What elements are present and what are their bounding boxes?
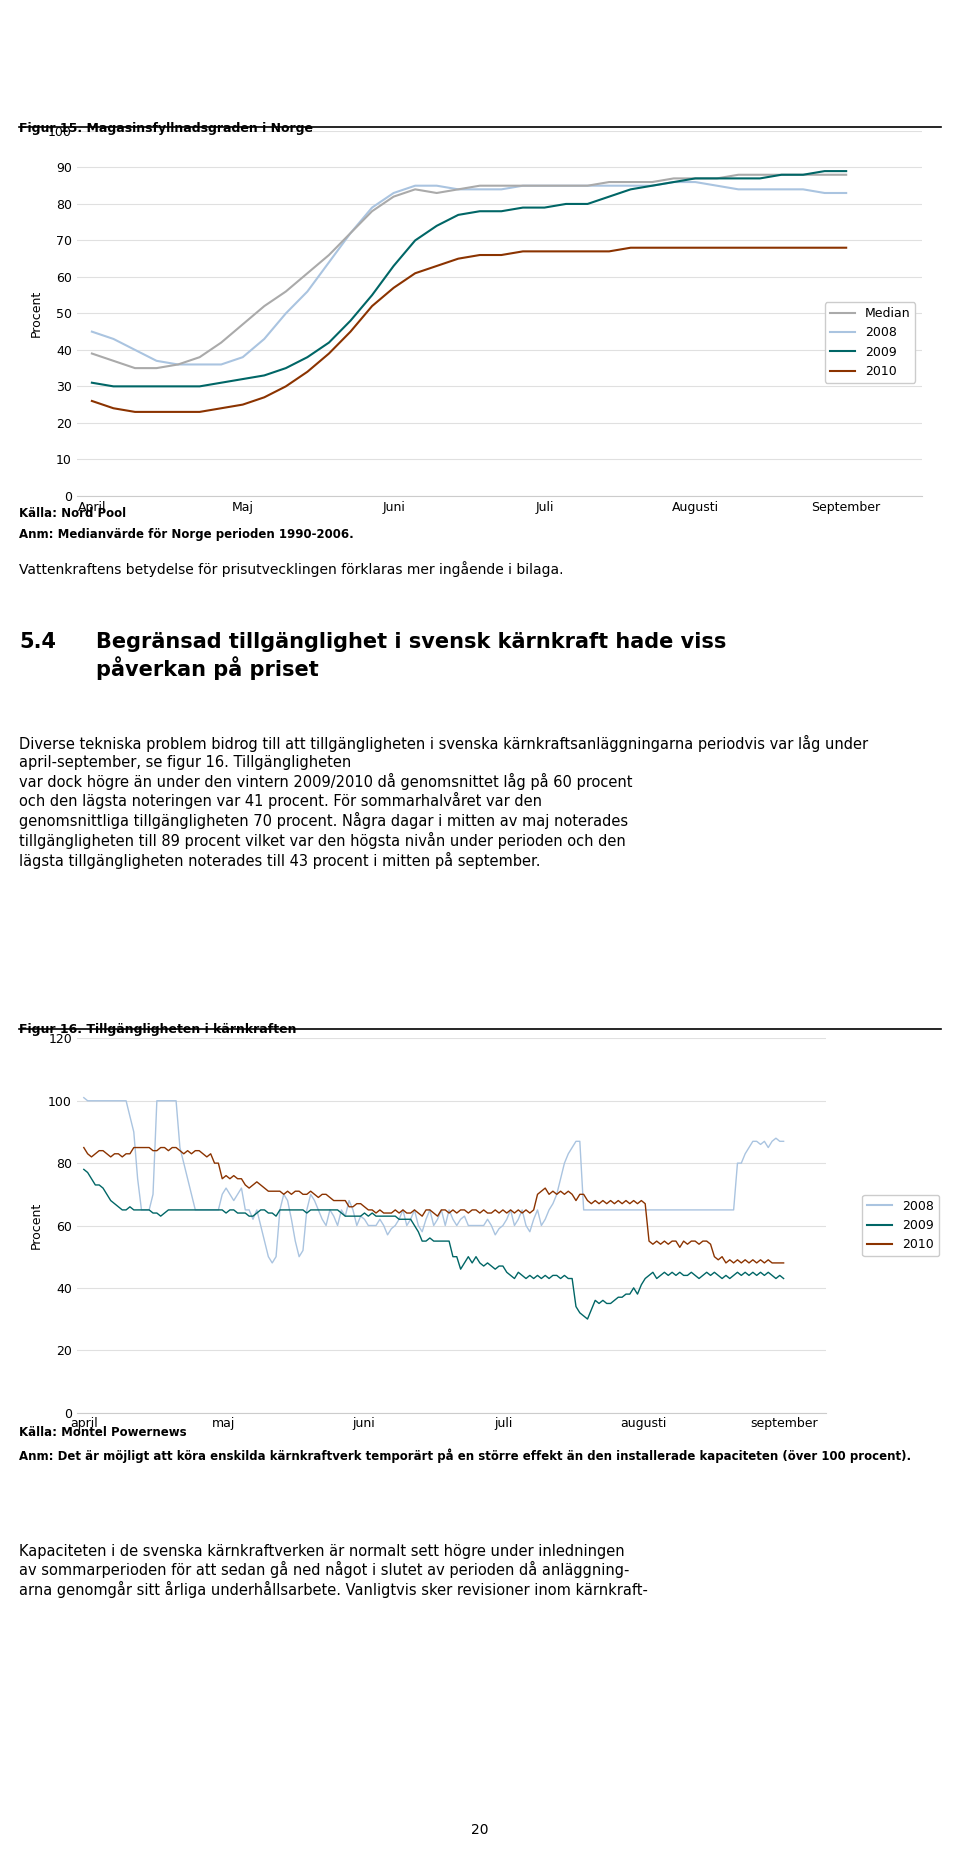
Text: Källa: Nord Pool: Källa: Nord Pool	[19, 507, 127, 520]
Text: 20: 20	[471, 1824, 489, 1837]
Text: Anm: Det är möjligt att köra enskilda kärnkraftverk temporärt på en större effek: Anm: Det är möjligt att köra enskilda kä…	[19, 1448, 911, 1463]
Text: Källa: Montel Powernews: Källa: Montel Powernews	[19, 1426, 187, 1439]
Y-axis label: Procent: Procent	[30, 1201, 42, 1250]
Text: Figur 15. Magasinsfyllnadsgraden i Norge: Figur 15. Magasinsfyllnadsgraden i Norge	[19, 122, 313, 135]
Text: Kapaciteten i de svenska kärnkraftverken är normalt sett högre under inledningen: Kapaciteten i de svenska kärnkraftverken…	[19, 1544, 648, 1598]
Text: Diverse tekniska problem bidrog till att tillgängligheten i svenska kärnkraftsan: Diverse tekniska problem bidrog till att…	[19, 735, 869, 868]
Text: Vattenkraftens betydelse för prisutvecklingen förklaras mer ingående i bilaga.: Vattenkraftens betydelse för prisutveckl…	[19, 561, 564, 578]
Text: Begränsad tillgänglighet i svensk kärnkraft hade viss
påverkan på priset: Begränsad tillgänglighet i svensk kärnkr…	[96, 632, 727, 681]
Legend: 2008, 2009, 2010: 2008, 2009, 2010	[862, 1196, 939, 1255]
Text: 5.4: 5.4	[19, 632, 57, 653]
Text: Anm: Medianvärde för Norge perioden 1990-2006.: Anm: Medianvärde för Norge perioden 1990…	[19, 528, 354, 541]
Y-axis label: Procent: Procent	[30, 290, 42, 337]
Text: Figur 16. Tillgängligheten i kärnkraften: Figur 16. Tillgängligheten i kärnkraften	[19, 1023, 297, 1037]
Legend: Median, 2008, 2009, 2010: Median, 2008, 2009, 2010	[825, 303, 915, 384]
